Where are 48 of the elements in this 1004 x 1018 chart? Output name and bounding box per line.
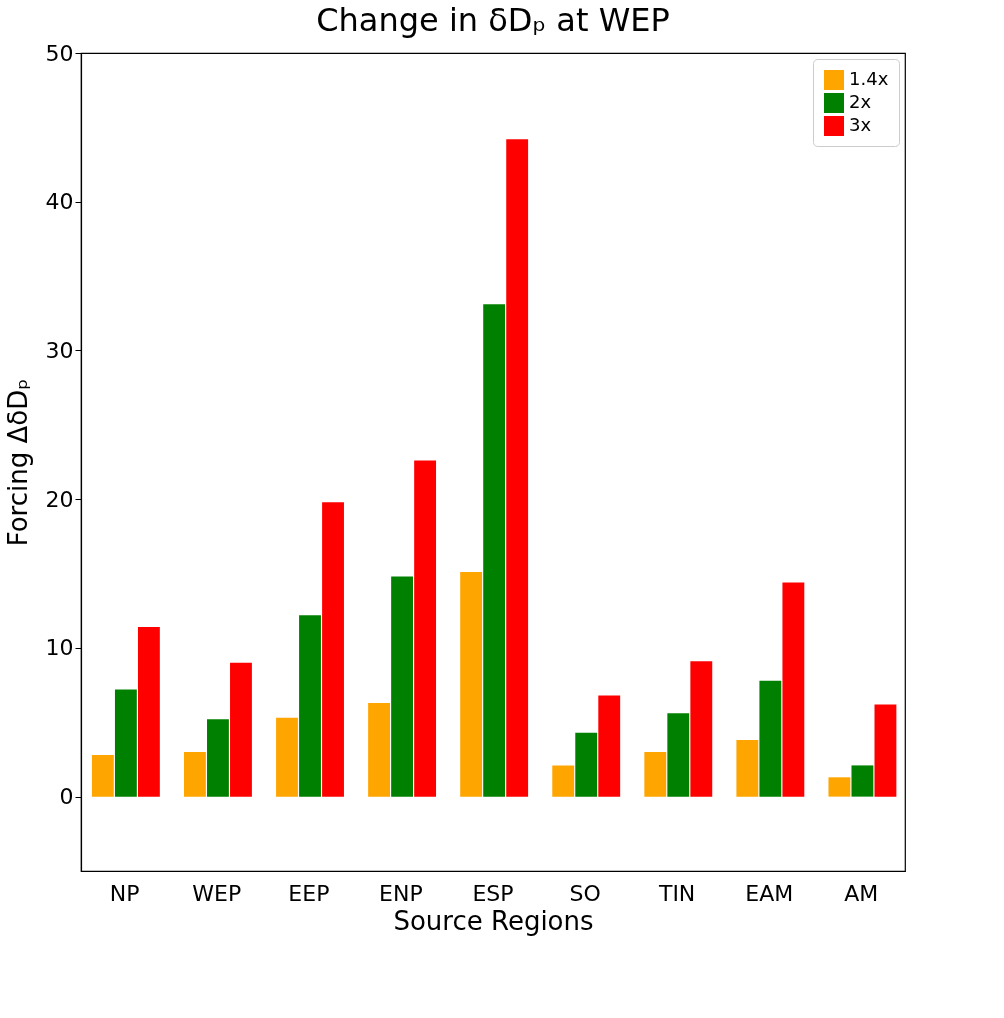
bar [506, 139, 529, 797]
y-axis-title: Forcing ΔδDₚ [2, 378, 33, 547]
bar [299, 615, 321, 797]
bar [460, 572, 483, 797]
bar [782, 582, 805, 797]
legend-label: 1.4x [849, 68, 889, 89]
x-axis-title: Source Regions [393, 905, 594, 936]
bar [828, 777, 851, 797]
bar [575, 732, 598, 797]
bar [207, 719, 229, 797]
bar [874, 704, 897, 797]
bar [667, 713, 690, 797]
bar [368, 702, 390, 797]
bar [230, 662, 252, 797]
x-tick-label: NP [109, 880, 140, 906]
y-tick-label: 50 [45, 40, 74, 66]
bar [414, 460, 437, 797]
y-tick-label: 0 [59, 784, 74, 810]
x-tick-label: SO [569, 880, 601, 906]
x-tick-label: WEP [192, 880, 242, 906]
legend-label: 3x [849, 114, 872, 135]
chart-title: Change in δDₚ at WEP [316, 1, 670, 39]
x-tick-label: EEP [288, 880, 330, 906]
bar [91, 754, 114, 797]
bar [322, 502, 344, 797]
bar [851, 765, 874, 797]
x-tick-label: AM [844, 880, 879, 906]
x-tick-label: TIN [657, 880, 696, 906]
legend-label: 2x [849, 91, 872, 112]
y-tick-label: 10 [45, 635, 74, 661]
x-tick-label: ESP [472, 880, 514, 906]
bar [759, 680, 782, 797]
bar [483, 304, 506, 797]
y-tick-label: 40 [45, 189, 74, 215]
bar [276, 717, 298, 797]
bar [391, 576, 414, 797]
bar [598, 695, 621, 797]
bar [644, 752, 667, 797]
x-tick-label: ENP [379, 880, 423, 906]
x-tick-label: EAM [745, 880, 794, 906]
bar [184, 752, 206, 797]
bar [690, 661, 713, 797]
bar [114, 689, 137, 797]
bar [736, 740, 759, 797]
bar [137, 627, 160, 797]
bar [552, 765, 575, 797]
y-tick-label: 20 [45, 486, 74, 512]
y-tick-label: 30 [45, 337, 74, 363]
